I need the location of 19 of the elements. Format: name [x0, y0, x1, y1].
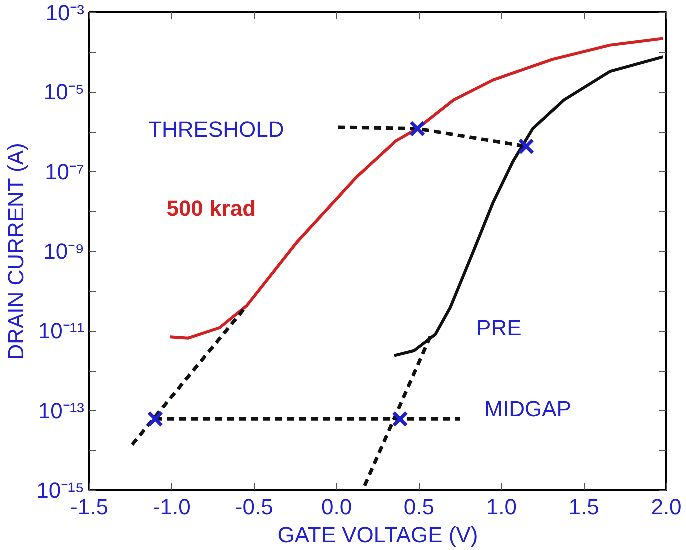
text: 500 krad — [166, 196, 256, 221]
y-axis-title: DRAIN CURRENT (A) — [4, 143, 29, 360]
x-tick-label: 1.0 — [486, 494, 517, 520]
y-tick-label: 10⁻¹¹ — [38, 318, 84, 344]
x-axis-title: GATE VOLTAGE (V) — [278, 522, 478, 548]
x-tick-label: 0.5 — [404, 494, 435, 520]
annotation: MIDGAP — [484, 396, 572, 422]
y-tick-label: 10⁻¹³ — [38, 398, 84, 424]
y-tick-label: 10⁻³ — [46, 0, 84, 26]
y-tick-label: 10⁻⁵ — [44, 80, 85, 105]
y-tick-label: 10⁻⁹ — [44, 239, 85, 264]
x-tick-label: -0.5 — [235, 494, 274, 520]
annotation: THRESHOLD — [148, 117, 284, 142]
x-tick-label: 2.0 — [651, 494, 682, 520]
x-tick-label: 0.0 — [321, 494, 352, 520]
x-tick-label: -1.0 — [152, 494, 191, 520]
y-tick-label: 10⁻⁷ — [45, 159, 85, 184]
annotation: PRE — [476, 315, 522, 340]
x-tick-label: 1.5 — [568, 494, 600, 520]
